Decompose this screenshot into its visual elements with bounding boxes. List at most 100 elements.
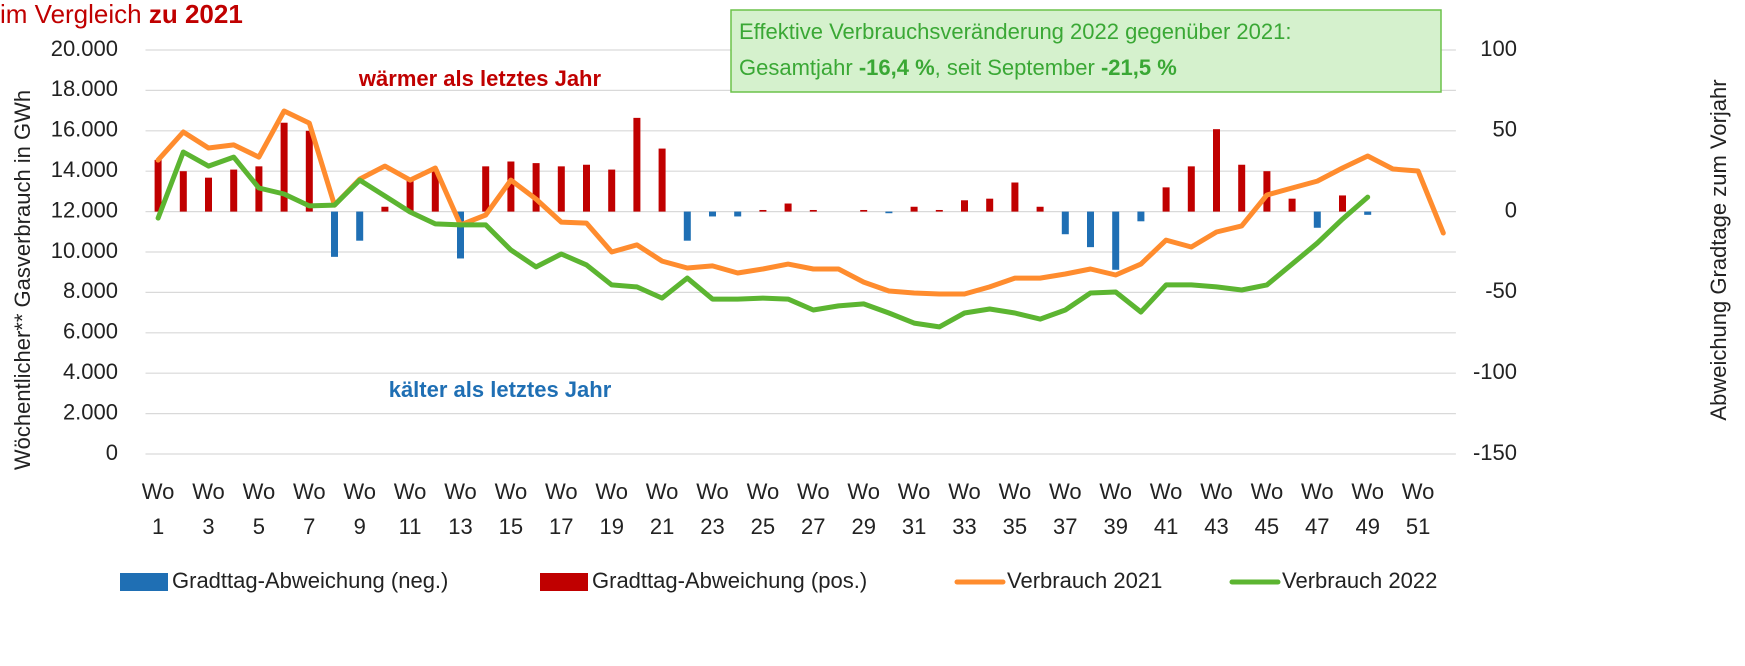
x-tick-label: Wo 13 [444,479,477,539]
bar [608,169,616,212]
x-tick-label: Wo 25 [747,479,780,539]
bar [431,169,439,212]
bar [633,117,641,212]
bar [1011,182,1019,212]
bar [280,122,288,212]
info-line: Effektive Verbrauchsveränderung 2022 geg… [739,19,1291,44]
x-tick-label: Wo 35 [999,479,1032,539]
x-tick-label: Wo 39 [1099,479,1132,539]
chart-title: im Vergleich zu 2021 [0,0,243,29]
bar [885,211,893,214]
bar [683,211,691,241]
bar [1187,166,1195,212]
bar [1162,187,1170,212]
x-tick-label: Wo 19 [595,479,628,539]
x-tick-label: Wo 11 [394,479,427,539]
bar [1263,171,1271,212]
bar [457,211,464,259]
y-tick-label: 0 [106,440,118,465]
bar [759,209,767,212]
bar [1061,211,1069,235]
bar [406,180,414,212]
y-tick-label: 20.000 [51,36,118,61]
y2-axis-label: Abweichung Gradtage zum Vorjahr [1706,79,1731,420]
y-tick-label: 10.000 [51,238,118,263]
bar [1137,211,1145,222]
bar [1313,211,1321,228]
y-tick-label: 2.000 [63,399,118,424]
info-part: -21,5 % [1101,55,1177,80]
annotation: kälter als letztes Jahr [389,377,612,402]
bar [1364,211,1372,215]
x-tick-label: Wo 5 [243,479,276,539]
x-tick-label: Wo 43 [1200,479,1233,539]
x-tick-label: Wo 45 [1251,479,1284,539]
bar [205,177,212,212]
legend-swatch [120,573,168,591]
y-tick-label: 8.000 [63,278,118,303]
bar [356,211,364,241]
x-tick-label: Wo 47 [1301,479,1334,539]
bar [305,130,313,212]
x-tick-label: Wo 23 [696,479,729,539]
bar [230,169,238,212]
legend-label: Gradttag-Abweichung (neg.) [172,568,448,593]
info-part: -16,4 % [859,55,935,80]
bar [709,211,716,217]
y-tick-label: 14.000 [51,157,118,182]
bar [1213,129,1220,212]
y-tick-label: 16.000 [51,117,118,142]
y2-tick-label: -150 [1473,440,1517,465]
legend-label: Verbrauch 2022 [1282,568,1437,593]
x-tick-label: Wo 21 [646,479,679,539]
y2-tick-label: 0 [1505,197,1517,222]
legend-swatch [540,573,588,591]
y-tick-label: 6.000 [63,319,118,344]
info-part: Gesamtjahr [739,55,859,80]
x-tick-label: Wo 17 [545,479,578,539]
x-tick-label: Wo 31 [898,479,931,539]
x-tick-label: Wo 41 [1150,479,1183,539]
bar [482,166,490,212]
title-bold: zu 2021 [149,0,243,29]
y2-tick-label: -100 [1473,359,1517,384]
bar [784,203,792,212]
x-tick-label: Wo 27 [797,479,830,539]
x-tick-label: Wo 9 [343,479,376,539]
annotation: wärmer als letztes Jahr [358,66,602,91]
bar [381,206,389,212]
bar [910,206,918,212]
bar [557,166,565,212]
info-part: , seit September [935,55,1101,80]
bar [179,171,187,212]
bar [331,211,338,257]
bar [809,209,817,212]
x-tick-label: Wo 15 [495,479,528,539]
y-tick-label: 12.000 [51,197,118,222]
info-box [730,9,1442,93]
bar [658,148,666,212]
x-tick-label: Wo 33 [948,479,981,539]
y2-tick-label: 100 [1480,36,1517,61]
bar [961,200,968,212]
y-axis-label: Wöchentlicher** Gasverbrauch in GWh [10,90,35,470]
bar [532,163,540,212]
bar [154,159,162,212]
x-tick-label: Wo 7 [293,479,326,539]
bar [1112,211,1120,270]
bar [1087,211,1094,248]
bar [507,161,515,212]
x-tick-label: Wo 49 [1351,479,1384,539]
bar [734,211,742,217]
legend-label: Gradttag-Abweichung (pos.) [592,568,867,593]
info-line: Gesamtjahr -16,4 %, seit September -21,5… [739,55,1177,80]
bar [935,209,943,212]
y2-tick-label: -50 [1485,278,1517,303]
bar [986,198,994,212]
bar [860,209,868,212]
bar [1339,195,1346,212]
line [155,149,1371,330]
x-tick-label: Wo 3 [192,479,225,539]
bar [1036,206,1044,212]
